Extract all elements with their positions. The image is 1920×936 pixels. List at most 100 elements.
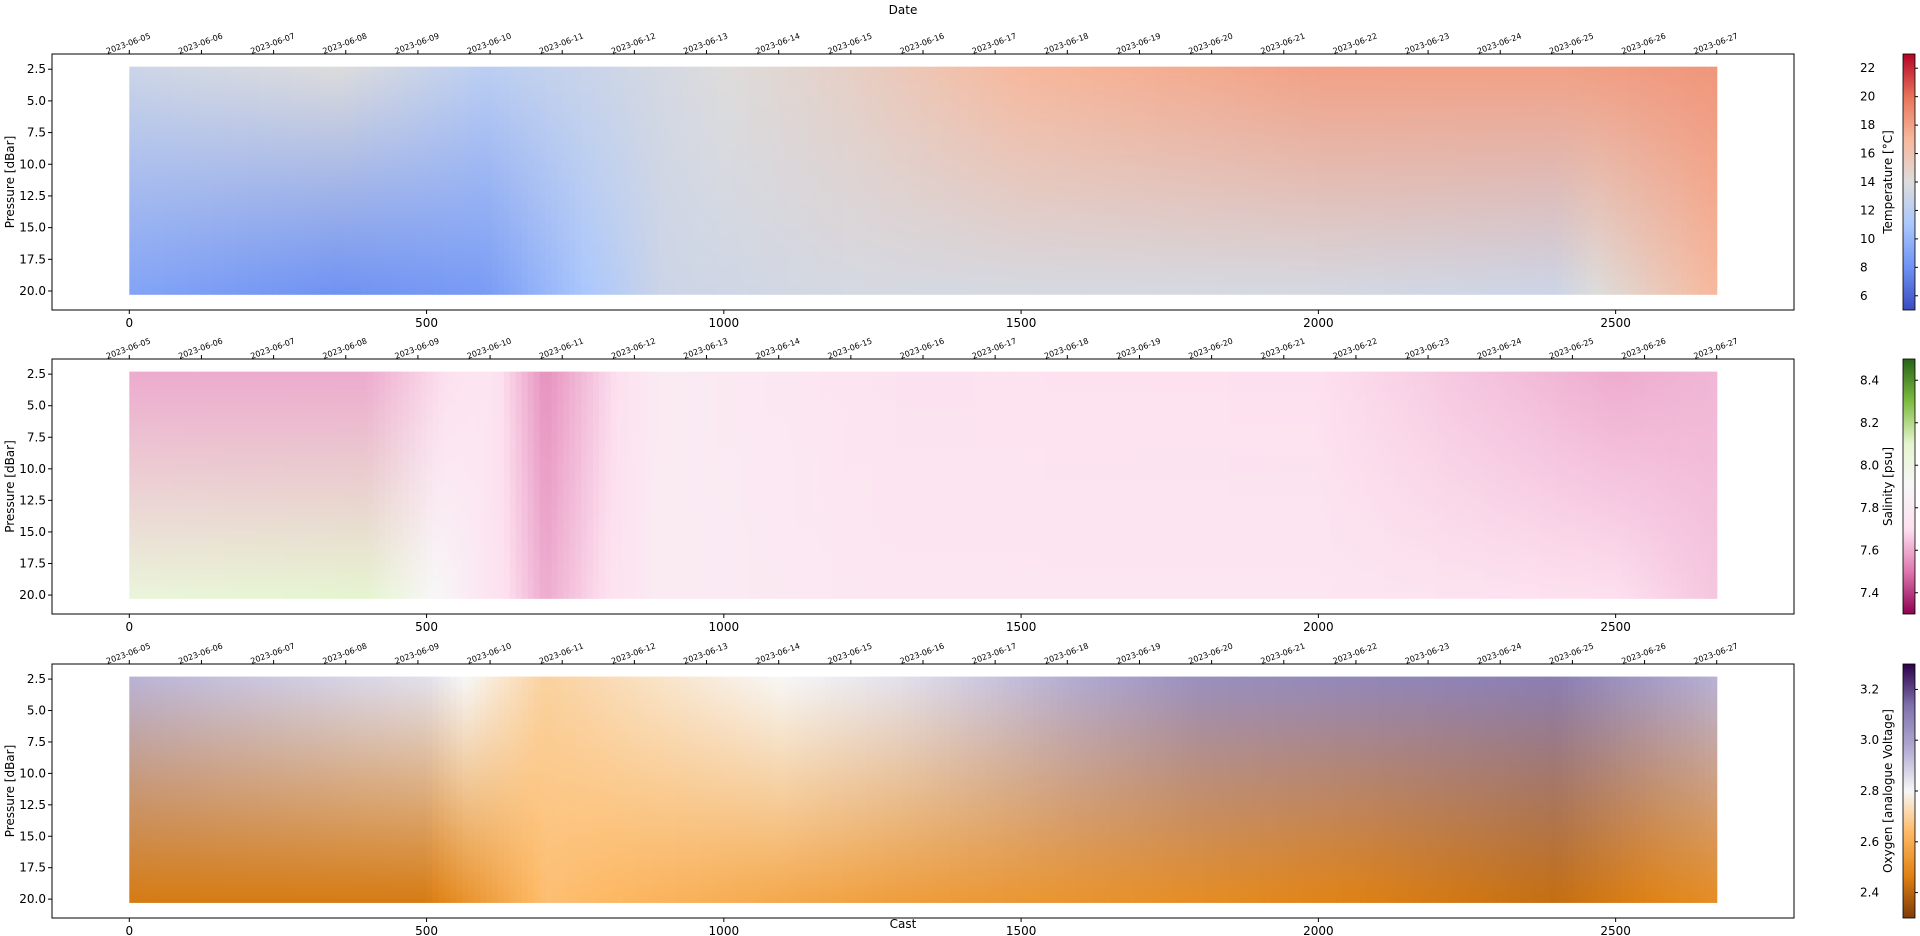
oxygen-heatmap-column xyxy=(813,676,820,903)
temperature-heatmap-column xyxy=(1140,66,1147,295)
oxygen-heatmap-column xyxy=(468,676,475,903)
salinity-heatmap-column xyxy=(1062,371,1070,599)
salinity-heatmap-column xyxy=(967,371,975,599)
oxygen-heatmap-column xyxy=(1009,676,1016,903)
oxygen-heatmap-column xyxy=(313,676,321,903)
salinity-heatmap-column xyxy=(1371,371,1379,599)
date-tick-label: 2023-06-24 xyxy=(1476,31,1523,55)
temperature-heatmap-column xyxy=(1681,66,1688,295)
date-tick-label: 2023-06-27 xyxy=(1692,641,1739,665)
oxygen-heatmap-column xyxy=(1490,676,1498,903)
salinity-heatmap-column xyxy=(830,371,838,599)
salinity-heatmap-column xyxy=(545,371,553,599)
oxygen-heatmap-column xyxy=(1217,676,1224,903)
salinity-heatmap-column xyxy=(313,371,321,599)
salinity-heatmap-column xyxy=(503,371,511,599)
temperature-heatmap-column xyxy=(1508,66,1516,295)
oxygen-heatmap-column xyxy=(1116,676,1123,903)
date-tick-label: 2023-06-22 xyxy=(1332,336,1379,360)
oxygen-heatmap-column xyxy=(1021,676,1028,903)
date-tick-label: 2023-06-18 xyxy=(1043,336,1090,360)
oxygen-heatmap-column xyxy=(1068,676,1076,903)
temperature-heatmap-column xyxy=(266,66,273,295)
temperature-heatmap-column xyxy=(783,66,790,295)
oxygen-heatmap-column xyxy=(1062,676,1070,903)
temperature-heatmap-column xyxy=(260,66,267,295)
oxygen-heatmap-column xyxy=(1449,676,1456,903)
temperature-heatmap-column xyxy=(1181,66,1189,295)
temperature-heatmap-column xyxy=(480,66,487,295)
oxygen-heatmap-column xyxy=(1330,676,1337,903)
oxygen-heatmap-column xyxy=(462,676,469,903)
temperature-heatmap-column xyxy=(1276,66,1284,295)
temperature-heatmap-column xyxy=(1342,66,1349,295)
oxygen-heatmap-column xyxy=(206,676,214,903)
oxygen-heatmap-column xyxy=(248,676,255,903)
salinity-heatmap-column xyxy=(218,371,226,599)
oxygen-heatmap-column xyxy=(545,676,553,903)
salinity-heatmap-column xyxy=(569,371,576,599)
salinity-heatmap-column xyxy=(914,371,921,599)
temperature-heatmap-column xyxy=(414,66,422,295)
salinity-heatmap-column xyxy=(908,371,915,599)
oxygen-heatmap-column xyxy=(1027,676,1034,903)
date-tick-label: 2023-06-07 xyxy=(249,336,296,360)
temperature-heatmap-column xyxy=(1199,66,1207,295)
temperature-heatmap-column xyxy=(242,66,249,295)
temperature-heatmap-column xyxy=(616,66,624,295)
temperature-heatmap-column xyxy=(194,66,202,295)
temperature-heatmap-column xyxy=(931,66,939,295)
date-tick-label: 2023-06-15 xyxy=(827,31,874,55)
salinity-heatmap-column xyxy=(1502,371,1510,599)
salinity-heatmap-column xyxy=(1425,371,1432,599)
salinity-heatmap-column xyxy=(1086,371,1094,599)
temperature-heatmap-column xyxy=(1663,66,1670,295)
temperature-heatmap-column xyxy=(248,66,255,295)
salinity-heatmap-column xyxy=(450,371,457,599)
oxygen-heatmap-column xyxy=(384,676,392,903)
temperature-heatmap-column xyxy=(1038,66,1046,295)
salinity-heatmap-column xyxy=(801,371,808,599)
temperature-heatmap-column xyxy=(759,66,767,295)
temperature-heatmap-column xyxy=(1568,66,1575,295)
temperature-heatmap-column xyxy=(1520,66,1528,295)
temperature-heatmap-column xyxy=(456,66,463,295)
salinity-heatmap-column xyxy=(384,371,392,599)
oxygen-heatmap-column xyxy=(1348,676,1355,903)
oxygen-heatmap-column xyxy=(1270,676,1278,903)
oxygen-heatmap-column xyxy=(301,676,309,903)
oxygen-heatmap-column xyxy=(616,676,624,903)
temperature-heatmap-column xyxy=(527,66,535,295)
colorbar-label: Oxygen [analogue Voltage] xyxy=(1881,709,1895,873)
salinity-heatmap-column xyxy=(836,371,844,599)
temperature-heatmap-column xyxy=(188,66,196,295)
temperature-heatmap-column xyxy=(1419,66,1426,295)
oxygen-heatmap-column xyxy=(1312,676,1319,903)
temperature-heatmap-column xyxy=(1371,66,1379,295)
temperature-heatmap-column xyxy=(1003,66,1010,295)
x-tick-label: 2000 xyxy=(1303,924,1334,936)
y-tick-label: 20.0 xyxy=(19,892,46,906)
oxygen-heatmap-column xyxy=(414,676,422,903)
salinity-heatmap-column xyxy=(456,371,463,599)
salinity-heatmap-column xyxy=(521,371,529,599)
temperature-heatmap-column xyxy=(973,66,981,295)
salinity-heatmap-column xyxy=(164,371,172,599)
salinity-heatmap-column xyxy=(444,371,451,599)
temperature-heatmap-column xyxy=(1205,66,1212,295)
oxygen-heatmap-column xyxy=(741,676,749,903)
oxygen-heatmap-column xyxy=(153,676,160,903)
oxygen-heatmap-column xyxy=(848,676,856,903)
temperature-heatmap-column xyxy=(1157,66,1165,295)
temperature-heatmap-column xyxy=(349,66,356,295)
salinity-heatmap-column xyxy=(129,371,136,599)
salinity-heatmap-column xyxy=(1270,371,1278,599)
salinity-heatmap-column xyxy=(1092,371,1099,599)
oxygen-heatmap-column xyxy=(289,676,297,903)
date-tick-label: 2023-06-15 xyxy=(827,641,874,665)
salinity-heatmap-column xyxy=(206,371,214,599)
temperature-heatmap-column xyxy=(432,66,440,295)
colorbar-tick-label: 2.6 xyxy=(1860,835,1879,849)
salinity-heatmap-column xyxy=(872,371,880,599)
temperature-heatmap-column xyxy=(408,66,416,295)
